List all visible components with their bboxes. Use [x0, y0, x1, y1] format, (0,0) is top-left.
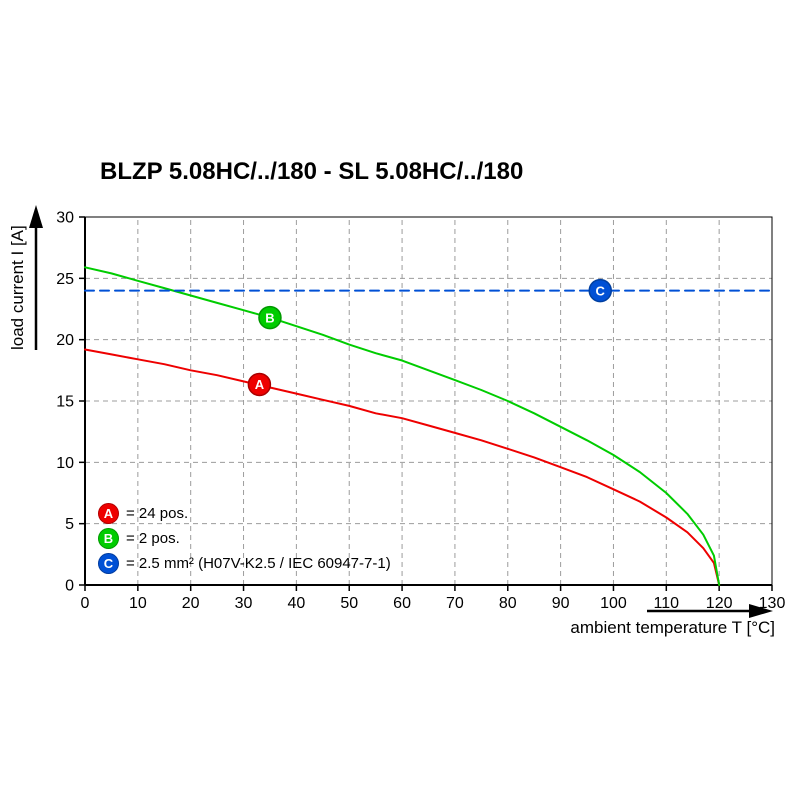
x-tick-label: 70 [446, 595, 464, 612]
x-axis-arrow-head [749, 604, 773, 618]
series-B-line [84, 266, 721, 586]
legend-label-c: = 2.5 mm² (H07V-K2.5 / IEC 60947-7-1) [126, 555, 391, 572]
marker-A-letter: A [255, 377, 265, 392]
legend-item-a: A = 24 pos. [98, 501, 391, 526]
x-tick-label: 110 [654, 595, 680, 612]
x-tick-label: 10 [129, 595, 147, 612]
y-tick-label: 5 [65, 516, 74, 533]
legend-label-a: = 24 pos. [126, 505, 189, 522]
legend-item-c: C = 2.5 mm² (H07V-K2.5 / IEC 60947-7-1) [98, 551, 391, 576]
legend-label-b: = 2 pos. [126, 530, 180, 547]
legend: A = 24 pos. B = 2 pos. C = 2.5 mm² (H07V… [98, 501, 391, 576]
x-tick-label: 90 [552, 595, 570, 612]
y-tick-label: 20 [56, 332, 74, 349]
y-tick-label: 0 [65, 578, 74, 595]
x-tick-label: 130 [759, 595, 786, 612]
chart-title: BLZP 5.08HC/../180 - SL 5.08HC/../180 [100, 158, 524, 185]
legend-item-b: B = 2 pos. [98, 526, 391, 551]
x-tick-label: 40 [287, 595, 305, 612]
x-tick-label: 30 [235, 595, 253, 612]
x-tick-label: 120 [706, 595, 733, 612]
y-tick-label: 15 [56, 394, 74, 411]
x-axis-label: ambient temperature T [°C] [570, 618, 775, 637]
legend-dot-B: B [98, 528, 119, 549]
x-tick-label: 50 [340, 595, 358, 612]
marker-B [258, 305, 282, 330]
x-tick-label: 0 [81, 595, 90, 612]
y-axis-arrow-head [29, 205, 43, 228]
y-axis-label: load current I [A] [8, 225, 27, 350]
marker-B-letter: B [265, 310, 274, 325]
x-tick-label: 60 [393, 595, 411, 612]
marker-C [588, 278, 612, 303]
series-A-line [84, 348, 721, 586]
y-tick-label: 30 [56, 210, 74, 227]
legend-dot-A: A [98, 503, 119, 524]
x-tick-label: 20 [182, 595, 200, 612]
marker-A [247, 372, 272, 397]
y-tick-label: 25 [56, 271, 74, 288]
y-tick-label: 10 [56, 455, 74, 472]
legend-dot-C: C [98, 553, 119, 574]
marker-C-letter: C [596, 283, 606, 298]
x-tick-label: 80 [499, 595, 517, 612]
x-tick-label: 100 [600, 595, 627, 612]
